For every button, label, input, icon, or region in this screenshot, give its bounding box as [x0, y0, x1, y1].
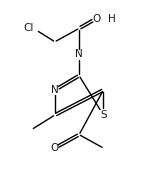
Text: O: O — [51, 143, 59, 153]
Text: S: S — [100, 110, 107, 120]
Text: N: N — [75, 49, 83, 59]
Text: Cl: Cl — [24, 23, 34, 33]
Text: N: N — [51, 85, 59, 95]
Text: H: H — [108, 14, 116, 24]
Text: O: O — [92, 14, 100, 24]
